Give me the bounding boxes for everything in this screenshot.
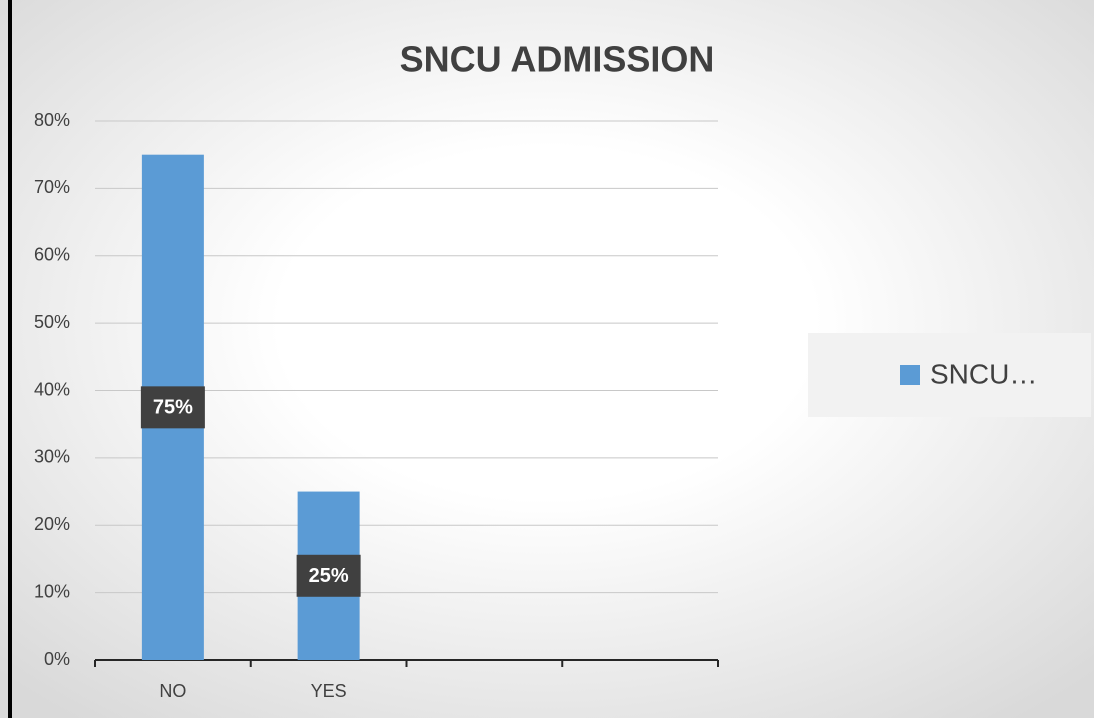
y-tick-label: 20%	[34, 514, 70, 534]
y-tick-label: 30%	[34, 447, 70, 467]
data-label: 25%	[309, 565, 349, 587]
data-label: 75%	[153, 397, 193, 419]
y-tick-label: 70%	[34, 177, 70, 197]
y-tick-label: 0%	[44, 649, 70, 669]
x-tick-label: NO	[159, 681, 186, 701]
legend-box	[808, 333, 1091, 417]
y-tick-label: 50%	[34, 312, 70, 332]
x-tick-label: YES	[311, 681, 347, 701]
data-label-box	[140, 386, 205, 429]
chart-title: SNCU ADMISSION	[400, 39, 715, 80]
legend-swatch	[900, 365, 920, 385]
data-label-box	[296, 554, 361, 597]
legend-label: SNCU…	[930, 358, 1037, 389]
y-tick-label: 40%	[34, 379, 70, 399]
left-border	[8, 0, 12, 718]
y-tick-label: 10%	[34, 581, 70, 601]
y-tick-label: 80%	[34, 110, 70, 130]
y-tick-label: 60%	[34, 245, 70, 265]
